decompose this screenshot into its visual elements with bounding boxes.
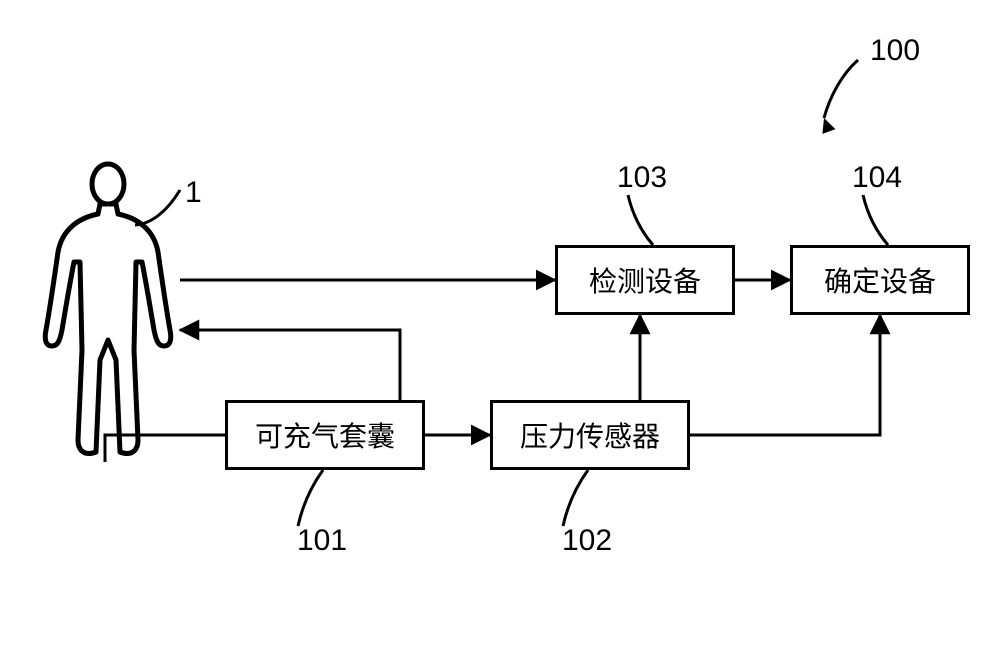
edge-person-bottom-cuff-left — [105, 435, 225, 462]
node-number-detect: 103 — [617, 161, 667, 195]
person-number-label: 1 — [185, 176, 202, 210]
node-determine: 确定设备 — [790, 245, 970, 315]
node-label-cuff: 可充气套囊 — [255, 415, 395, 455]
node-label-detect: 检测设备 — [589, 260, 701, 300]
node-number-cuff: 101 — [297, 524, 347, 558]
node-number-determine: 104 — [852, 161, 902, 195]
node-cuff: 可充气套囊 — [225, 400, 425, 470]
edge-detect-bottom-cuff-top-person — [180, 330, 400, 400]
node-detect: 检测设备 — [555, 245, 735, 315]
person-figure — [45, 164, 171, 454]
edge-pressure-right-determine-bottom — [690, 315, 880, 435]
leader-cuff — [298, 470, 323, 526]
svg-overlay — [0, 0, 1000, 655]
diagram-canvas: 1 100 可充气套囊 101 压力传感器 102 检测设备 103 确定设备 104 — [0, 0, 1000, 655]
node-label-determine: 确定设备 — [824, 260, 936, 300]
leader-detect — [628, 195, 653, 245]
system-number-label: 100 — [870, 34, 920, 68]
leader-determine — [863, 195, 888, 245]
node-number-pressure: 102 — [562, 524, 612, 558]
node-pressure: 压力传感器 — [490, 400, 690, 470]
node-label-pressure: 压力传感器 — [520, 415, 660, 455]
leader-pressure — [563, 470, 588, 526]
